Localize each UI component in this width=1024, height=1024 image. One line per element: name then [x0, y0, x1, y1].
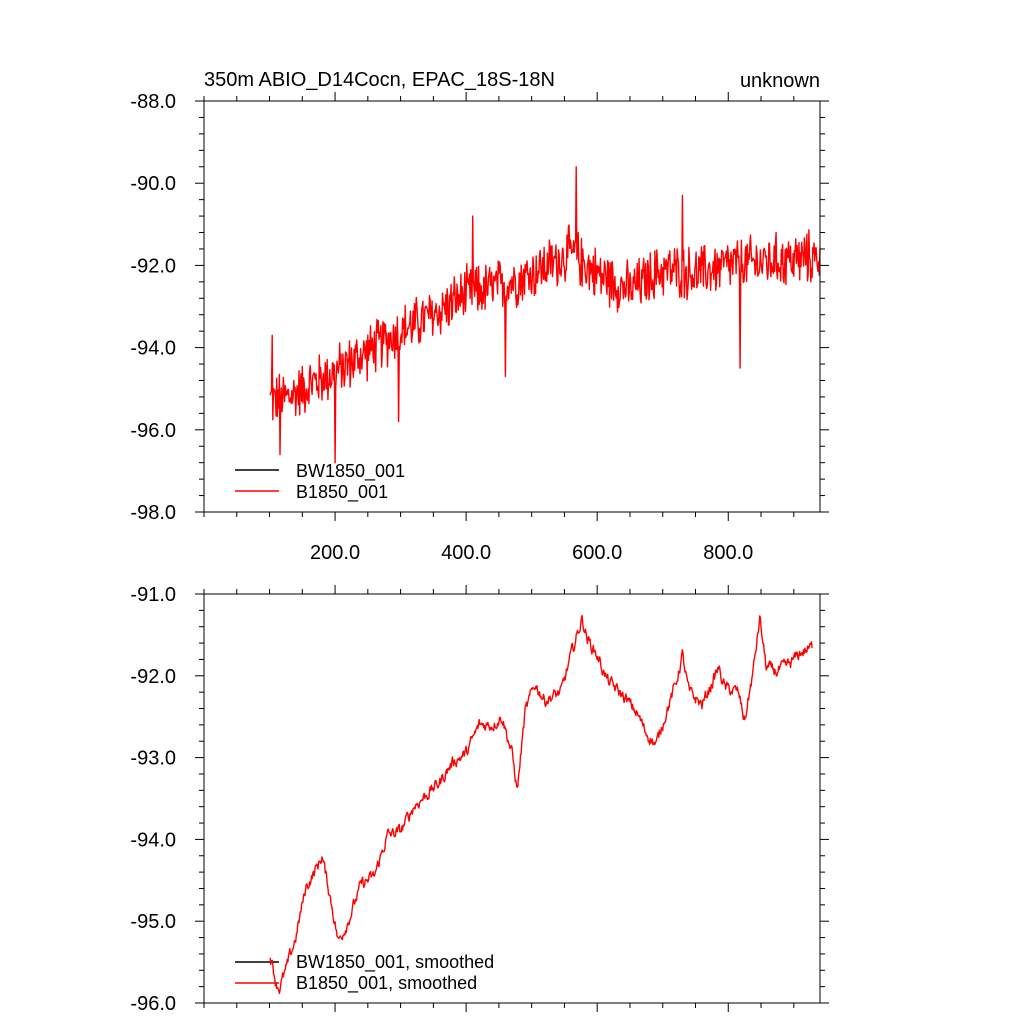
y-tick-label: -94.0	[130, 829, 176, 851]
x-tick-label: 200.0	[310, 542, 360, 564]
legend-label-bw1850-smoothed: BW1850_001, smoothed	[296, 952, 494, 973]
legend-label-bw1850: BW1850_001	[296, 461, 405, 482]
legend-label-b1850-smoothed: B1850_001, smoothed	[296, 973, 477, 994]
top-panel-title-left: 350m ABIO_D14Cocn, EPAC_18S-18N	[204, 69, 555, 91]
y-tick-label: -88.0	[130, 91, 176, 113]
y-tick-label: -96.0	[130, 420, 176, 442]
y-tick-label: -90.0	[130, 173, 176, 195]
y-tick-label: -93.0	[130, 748, 176, 770]
y-tick-label: -94.0	[130, 338, 176, 360]
series-line-1-0	[269, 614, 813, 995]
y-tick-label: -98.0	[130, 502, 176, 524]
y-tick-label: -92.0	[130, 666, 176, 688]
bottom-panel: BW1850_001, smoothed B1850_001, smoothed…	[130, 584, 829, 1015]
bottom-panel-legend: BW1850_001, smoothed B1850_001, smoothed	[235, 952, 494, 994]
plot-frame-0	[203, 100, 821, 513]
top-panel-legend: BW1850_001 B1850_001	[235, 461, 405, 503]
y-tick-label: -95.0	[130, 911, 176, 933]
legend-label-b1850: B1850_001	[296, 482, 388, 503]
y-tick-label: -96.0	[130, 993, 176, 1015]
y-tick-label: -92.0	[130, 255, 176, 277]
y-tick-label: -91.0	[130, 584, 176, 606]
top-panel: 350m ABIO_D14Cocn, EPAC_18S-18N unknown …	[130, 69, 829, 564]
x-tick-label: 600.0	[572, 542, 622, 564]
series-line-0-0	[269, 166, 821, 464]
x-tick-label: 400.0	[441, 542, 491, 564]
top-panel-title-right: unknown	[740, 70, 820, 92]
x-tick-label: 800.0	[703, 542, 753, 564]
plot-frame-1	[203, 593, 821, 1004]
